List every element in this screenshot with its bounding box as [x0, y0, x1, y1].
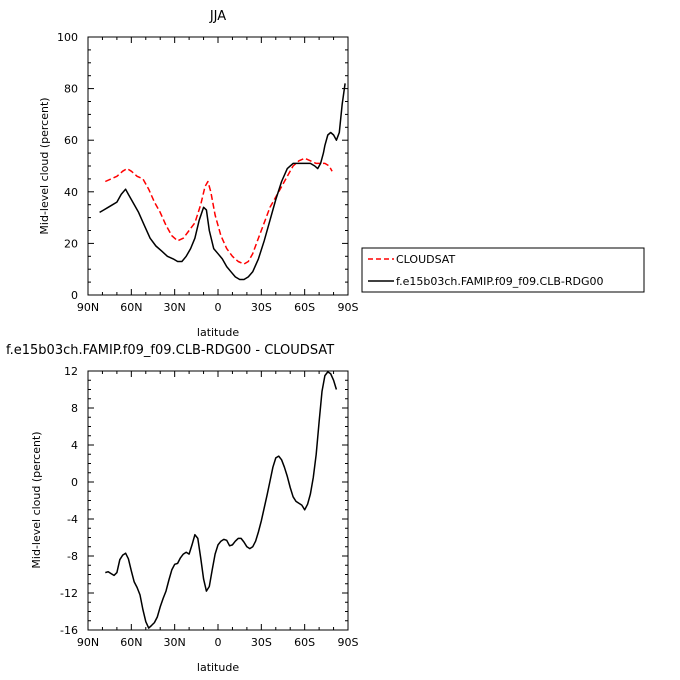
- bottom-y-axis-label: Mid-level cloud (percent): [30, 431, 43, 568]
- bottom-y-tick-label: -12: [60, 587, 78, 600]
- legend-label-cloudsat: CLOUDSAT: [396, 253, 455, 266]
- top-plot-frame: [87, 36, 349, 296]
- bottom-panel: f.e15b03ch.FAMIP.f09_f09.CLB-RDG00 - CLO…: [6, 343, 359, 674]
- top-x-tick-label: 30N: [164, 301, 186, 314]
- top-series: [99, 83, 346, 281]
- bottom-chart-title: f.e15b03ch.FAMIP.f09_f09.CLB-RDG00 - CLO…: [6, 343, 334, 358]
- top-y-tick-label: 20: [64, 237, 78, 250]
- top-y-tick-label: 0: [71, 289, 78, 302]
- top-series-line-model: [99, 83, 346, 281]
- top-y-tick-label: 40: [64, 186, 78, 199]
- bottom-y-tick-label: -8: [67, 550, 78, 563]
- bottom-x-tick-label: 90N: [77, 636, 99, 649]
- bottom-y-ticks: -16 -12 -8 -4 0 4 8 12: [60, 365, 348, 637]
- bottom-x-tick-label: 90S: [338, 636, 359, 649]
- top-panel: JJA Mid-level cloud (percent) latitude 9…: [38, 9, 645, 339]
- legend-box: [361, 247, 645, 293]
- legend: CLOUDSAT f.e15b03ch.FAMIP.f09_f09.CLB-RD…: [361, 247, 645, 293]
- top-y-tick-label: 100: [57, 31, 78, 44]
- bottom-x-tick-label: 30S: [251, 636, 272, 649]
- top-x-tick-label: 60N: [120, 301, 142, 314]
- top-x-ticks: 90N 60N 30N 0 30S 60S 90S: [77, 37, 359, 314]
- bottom-y-tick-label: 4: [71, 439, 78, 452]
- top-y-tick-label: 60: [64, 134, 78, 147]
- bottom-y-tick-label: -4: [67, 513, 78, 526]
- top-x-tick-label: 0: [215, 301, 222, 314]
- bottom-y-tick-label: -16: [60, 624, 78, 637]
- top-y-ticks: 0 20 40 60 80 100: [57, 31, 348, 302]
- bottom-x-tick-label: 60N: [120, 636, 142, 649]
- bottom-x-axis-label: latitude: [197, 661, 239, 674]
- bottom-y-tick-label: 8: [71, 402, 78, 415]
- top-y-axis-label: Mid-level cloud (percent): [38, 97, 51, 234]
- top-series-line-cloudsat: [104, 157, 333, 265]
- bottom-y-tick-label: 12: [64, 365, 78, 378]
- bottom-series: [105, 371, 338, 629]
- top-x-tick-label: 90N: [77, 301, 99, 314]
- bottom-y-tick-label: 0: [71, 476, 78, 489]
- legend-label-model: f.e15b03ch.FAMIP.f09_f09.CLB-RDG00: [396, 275, 604, 288]
- bottom-x-tick-label: 0: [215, 636, 222, 649]
- top-y-tick-label: 80: [64, 83, 78, 96]
- bottom-x-tick-label: 60S: [294, 636, 315, 649]
- top-x-tick-label: 30S: [251, 301, 272, 314]
- bottom-x-tick-label: 30N: [164, 636, 186, 649]
- top-x-tick-label: 90S: [338, 301, 359, 314]
- bottom-series-line-model: [105, 371, 338, 629]
- top-x-tick-label: 60S: [294, 301, 315, 314]
- top-x-axis-label: latitude: [197, 326, 239, 339]
- bottom-x-ticks: 90N 60N 30N 0 30S 60S 90S: [77, 371, 359, 649]
- top-chart-title: JJA: [209, 9, 226, 24]
